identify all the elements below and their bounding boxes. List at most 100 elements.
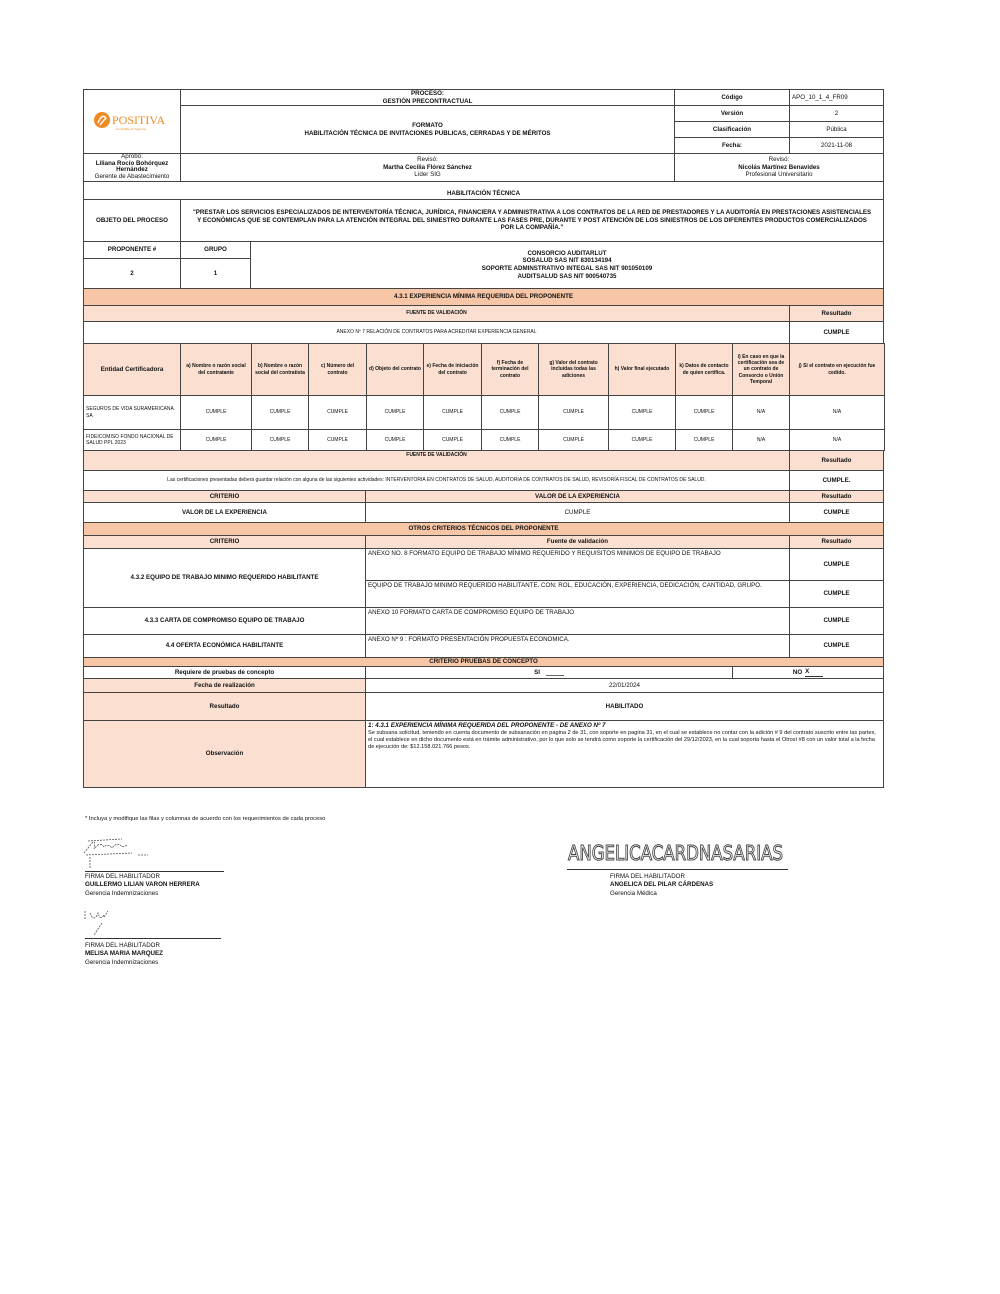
oferta-fuente: ANEXO Nº 9 : FORMATO PRESENTACIÓN PROPUE… xyxy=(365,634,790,658)
column-header: k) Datos de contacto de quien certifica. xyxy=(675,343,733,396)
proceso-value: GESTIÓN PRECONTRACTUAL xyxy=(382,97,473,105)
criterio-cell: CUMPLE xyxy=(180,429,252,451)
equipo-result-1: CUMPLE xyxy=(789,548,884,581)
criterio-cell: CUMPLE xyxy=(423,395,482,430)
criterio-cell: CUMPLE xyxy=(251,395,309,430)
criterio-cell: CUMPLE xyxy=(608,395,676,430)
criterio-cell: CUMPLE xyxy=(675,395,733,430)
column-header: d) Objeto del contrato xyxy=(366,343,424,396)
signature-guillermo xyxy=(83,838,148,869)
anexo-7-result: CUMPLE xyxy=(789,321,884,344)
observacion-label: Observación xyxy=(83,720,366,788)
footnote: * Incluya y modifique las filas y column… xyxy=(85,816,326,822)
reviso-name: Martha Cecilia Flórez Sánchez xyxy=(383,163,472,171)
formato-value: HABILITACIÓN TÉCNICA DE INVITACIONES PUB… xyxy=(304,129,551,137)
column-header: g) Valor del contrato incluidas todas la… xyxy=(538,343,609,396)
consorcio-line: SOSALUD SAS NIT 830134194 xyxy=(522,257,612,265)
criterio-cell: CUMPLE xyxy=(481,395,539,430)
aprobo-role: Gerente de Abastecimiento xyxy=(94,172,170,180)
criterio-cell: CUMPLE xyxy=(251,429,309,451)
criterio-cell: N/A xyxy=(732,395,790,430)
firma-label: FIRMA DEL HABILITADOR xyxy=(610,873,685,880)
si-label: SI xyxy=(534,668,540,676)
otros-fuente-label: Fuente de validación xyxy=(365,535,790,549)
firma-role: Gerencia Indemnizaciones xyxy=(85,958,159,966)
firma-block-2: FIRMA DEL HABILITADOR MELISA MARIA MARQU… xyxy=(85,942,163,967)
svg-text:Compañía de Seguros: Compañía de Seguros xyxy=(116,127,147,131)
valor-value: CUMPLE xyxy=(365,502,790,523)
criterio-cell: CUMPLE xyxy=(423,429,482,451)
equipo-fuente-1: ANEXO NO. 8 FORMATO EQUIPO DE TRABAJO MÍ… xyxy=(365,548,790,581)
signature-line xyxy=(85,871,224,872)
firma-name: MELISA MARIA MARQUEZ xyxy=(85,950,163,958)
fuente-validacion-label: FUENTE DE VALIDACIÓN xyxy=(83,305,790,322)
equipo-criterio: 4.3.2 EQUIPO DE TRABAJO MINIMO REQUERIDO… xyxy=(83,548,366,608)
svg-text:POSITIVA: POSITIVA xyxy=(112,113,165,127)
carta-result: CUMPLE xyxy=(789,607,884,635)
criterio-cell: CUMPLE xyxy=(308,395,367,430)
signature-line xyxy=(85,938,221,939)
reviso-name: Nicolás Martínez Benavides xyxy=(738,163,820,171)
firma-block-1: FIRMA DEL HABILITADOR GUILLERMO LILIAN V… xyxy=(85,873,200,898)
experiencia-title: 4.3.1 EXPERIENCIA MÍNIMA REQUERIDA DEL P… xyxy=(83,288,884,306)
observacion-title: 1: 4.3.1 EXPERIENCIA MÍNIMA REQUERIDA DE… xyxy=(368,722,606,729)
svg-text:ANGELICACARDNASARIAS: ANGELICACARDNASARIAS xyxy=(568,841,783,865)
criterio-cell: N/A xyxy=(789,429,885,451)
fecha-value: 22/01/2024 xyxy=(365,678,884,693)
resultado-label: Resultado xyxy=(789,305,884,322)
firma-name: ANGELICA DEL PILAR CÁRDENAS xyxy=(610,881,714,889)
consorcio-cell: CONSORCIO AUDITARLUT SOSALUD SAS NIT 830… xyxy=(250,241,884,289)
logo-cell: POSITIVA Compañía de Seguros xyxy=(83,89,181,154)
carta-criterio: 4.3.3 CARTA DE COMPROMISO EQUIPO DE TRAB… xyxy=(83,607,366,635)
criterio-cell: CUMPLE xyxy=(675,429,733,451)
meta-label-codigo: Código xyxy=(674,89,790,106)
meta-value-codigo: APO_10_1_4_FR09 xyxy=(789,89,884,106)
column-header: f) Fecha de terminación del contrato xyxy=(481,343,539,396)
aprobo-cell: Aprobó: Liliana Rocío Bohórquez Hernánde… xyxy=(83,153,181,182)
actividades-text: Las certificaciones presentadas deberá g… xyxy=(83,470,790,491)
criterio-cell: N/A xyxy=(732,429,790,451)
grupo-number: 1 xyxy=(180,258,251,289)
resultado-label-2: Resultado xyxy=(789,450,884,471)
no-value: X xyxy=(805,668,824,677)
grupo-label: GRUPO xyxy=(180,241,251,259)
consorcio-line: CONSORCIO AUDITARLUT xyxy=(527,249,607,257)
reviso-pu-cell: Revisó: Nicolás Martínez Benavides Profe… xyxy=(674,153,884,182)
column-header: i) En caso en que la certificación sea d… xyxy=(732,343,790,396)
reviso-label: Revisó: xyxy=(417,155,438,163)
column-header: h) Valor final ejecutado xyxy=(608,343,676,396)
valor-result: CUMPLE xyxy=(789,502,884,523)
criterio-cell: CUMPLE xyxy=(538,395,609,430)
meta-value-version: 2 xyxy=(789,105,884,122)
firma-role: Gerencia Indemnizaciones xyxy=(85,889,159,897)
column-header: b) Nombre o razón social del contratista xyxy=(251,343,309,396)
column-header: c) Número del contrato xyxy=(308,343,367,396)
criterio-cell: CUMPLE xyxy=(366,395,424,430)
meta-value-clasificacion: Pública xyxy=(789,121,884,138)
observacion-cell: 1: 4.3.1 EXPERIENCIA MÍNIMA REQUERIDA DE… xyxy=(365,720,884,788)
formato-cell: FORMATO HABILITACIÓN TÉCNICA DE INVITACI… xyxy=(180,105,675,154)
criterio-cell: CUMPLE xyxy=(481,429,539,451)
signature-line xyxy=(567,869,788,870)
fecha-label: Fecha de realización xyxy=(83,678,366,693)
column-header: a) Nombre o razón social del contratante xyxy=(180,343,252,396)
proceso-cell: PROCESO: GESTIÓN PRECONTRACTUAL xyxy=(180,89,675,106)
valor-criterio: VALOR DE LA EXPERIENCIA xyxy=(83,502,366,523)
otros-resultado-label: Resultado xyxy=(789,535,884,549)
criterio-cell: CUMPLE xyxy=(608,429,676,451)
meta-value-fecha: 2021-11-08 xyxy=(789,137,884,154)
oferta-criterio: 4.4 OFERTA ECONÓMICA HABILITANTE xyxy=(83,634,366,658)
objeto-value: "PRESTAR LOS SERVICIOS ESPECIALIZADOS DE… xyxy=(180,199,884,242)
criterio-cell: CUMPLE xyxy=(538,429,609,451)
firma-name: GUILLERMO LILIAN VARON HERRERA xyxy=(85,881,200,889)
signature-angelica: ANGELICACARDNASARIAS xyxy=(568,841,784,866)
resultado-final-label: Resultado xyxy=(83,692,366,721)
otros-title: OTROS CRITERIOS TÉCNICOS DEL PROPONENTE xyxy=(83,522,884,536)
column-header: e) Fecha de iniciación del contrato xyxy=(423,343,482,396)
entidad-cell: SEGUROS DE VIDA SURAMERICANA SA xyxy=(83,395,181,430)
carta-fuente: ANEXO 10 FORMATO CARTA DE COMPROMISO EQU… xyxy=(365,607,790,635)
formato-label: FORMATO xyxy=(412,121,443,129)
oferta-result: CUMPLE xyxy=(789,634,884,658)
consorcio-line: SOPORTE ADMINSTRATIVO INTEGAL SAS NIT 90… xyxy=(481,265,653,272)
column-header: j) Si el contrato en ejecución fue cedid… xyxy=(789,343,885,396)
